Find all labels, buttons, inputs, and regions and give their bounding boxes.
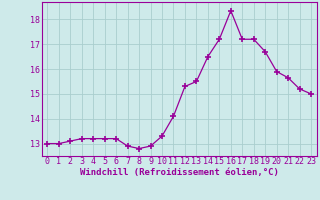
X-axis label: Windchill (Refroidissement éolien,°C): Windchill (Refroidissement éolien,°C) <box>80 168 279 177</box>
